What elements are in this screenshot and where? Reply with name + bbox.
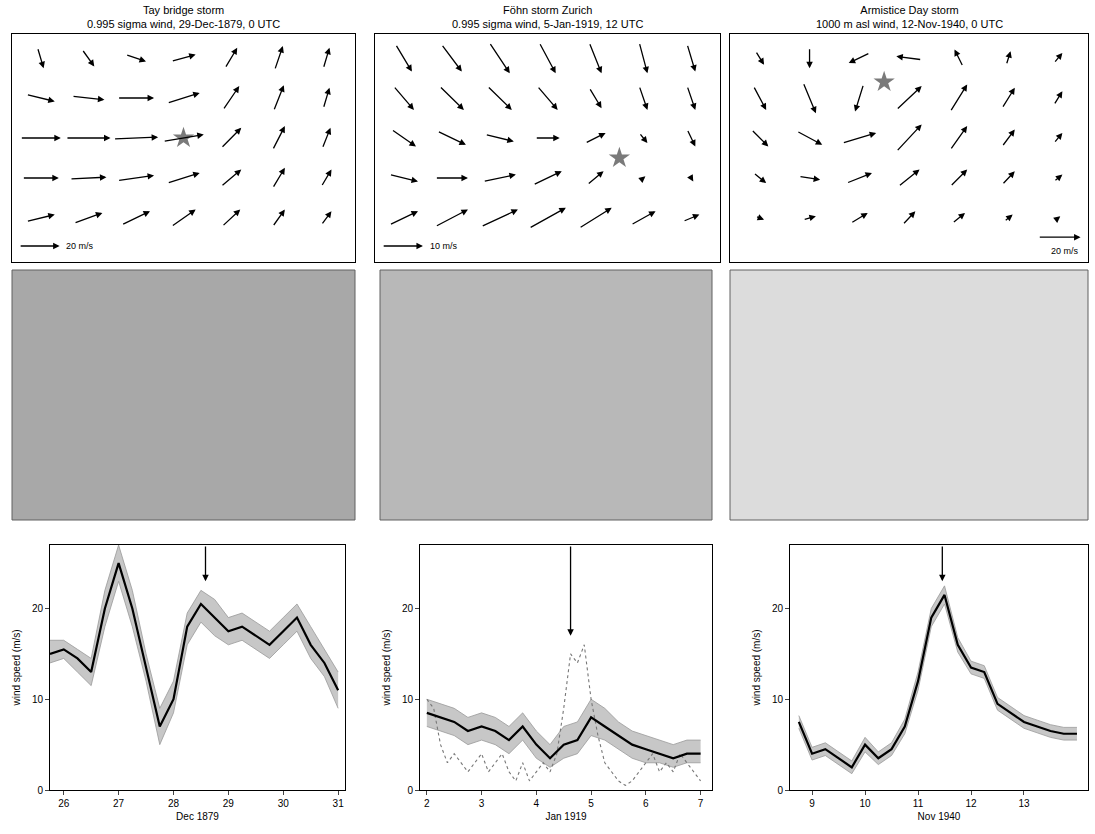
svg-text:5: 5 <box>588 798 594 809</box>
svg-text:wind speed (m/s): wind speed (m/s) <box>381 629 392 706</box>
svg-text:Dec 1879: Dec 1879 <box>176 811 219 822</box>
svg-text:Tay bridge storm0.995 sigma wi: Tay bridge storm0.995 sigma wind, 29-Dec… <box>87 4 280 30</box>
svg-text:wind speed (m/s): wind speed (m/s) <box>751 629 762 706</box>
svg-text:20: 20 <box>32 603 44 614</box>
svg-text:Armistice Day storm1000 m asl: Armistice Day storm1000 m asl wind, 12-N… <box>816 4 1003 30</box>
svg-text:31: 31 <box>333 798 345 809</box>
svg-text:4: 4 <box>534 798 540 809</box>
svg-text:10: 10 <box>402 694 414 705</box>
svg-text:Jan 1919: Jan 1919 <box>545 811 587 822</box>
svg-text:0: 0 <box>777 785 783 796</box>
svg-text:20 m/s: 20 m/s <box>66 241 94 251</box>
svg-text:10: 10 <box>772 694 784 705</box>
svg-text:27: 27 <box>113 798 125 809</box>
svg-text:wind speed (m/s): wind speed (m/s) <box>11 629 22 706</box>
svg-text:28: 28 <box>168 798 180 809</box>
svg-text:10: 10 <box>32 694 44 705</box>
svg-text:0: 0 <box>37 785 43 796</box>
svg-text:3: 3 <box>479 798 485 809</box>
svg-text:10: 10 <box>859 798 871 809</box>
svg-text:12: 12 <box>965 798 977 809</box>
svg-text:20: 20 <box>772 603 784 614</box>
svg-text:11: 11 <box>913 798 924 809</box>
svg-text:20: 20 <box>402 603 414 614</box>
svg-text:Föhn storm Zurich0.995 sigma w: Föhn storm Zurich0.995 sigma wind, 5-Jan… <box>452 4 643 30</box>
svg-text:30: 30 <box>278 798 290 809</box>
svg-text:0: 0 <box>407 785 413 796</box>
svg-text:2: 2 <box>424 798 430 809</box>
svg-text:26: 26 <box>58 798 70 809</box>
svg-text:13: 13 <box>1018 798 1030 809</box>
svg-text:Nov 1940: Nov 1940 <box>918 811 961 822</box>
svg-text:9: 9 <box>809 798 815 809</box>
svg-text:10 m/s: 10 m/s <box>430 241 458 251</box>
svg-text:7: 7 <box>698 798 704 809</box>
svg-text:29: 29 <box>223 798 235 809</box>
svg-text:20 m/s: 20 m/s <box>1051 246 1079 256</box>
svg-text:6: 6 <box>643 798 649 809</box>
